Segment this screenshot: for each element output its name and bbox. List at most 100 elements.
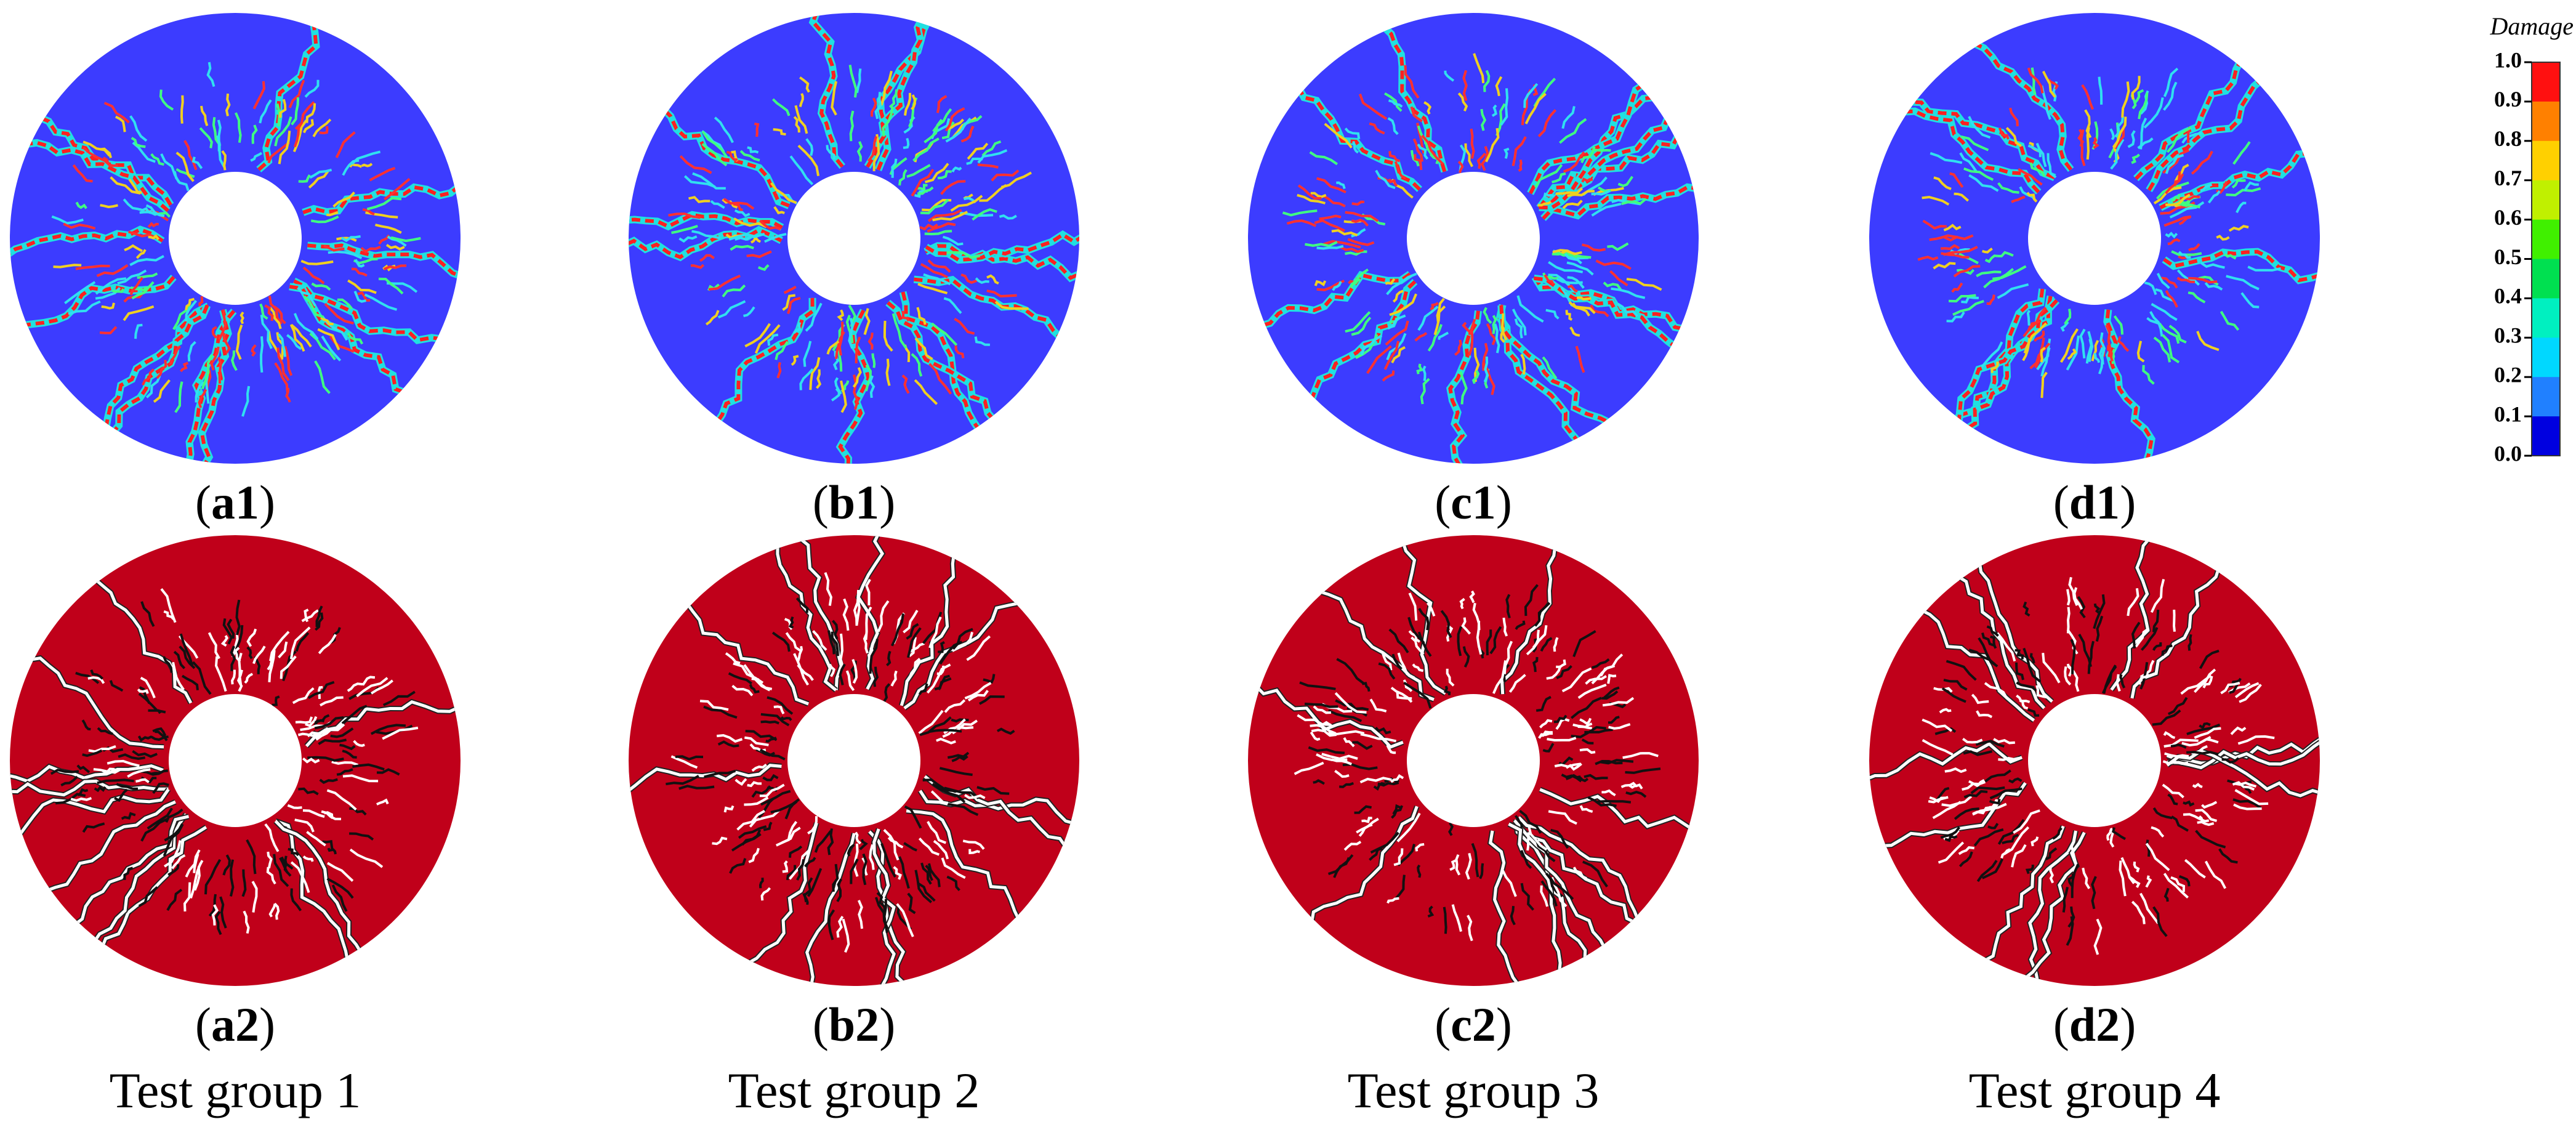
crack	[221, 150, 227, 171]
ring-panel	[629, 535, 1079, 986]
crack	[1443, 907, 1447, 934]
crack	[807, 816, 818, 834]
crack	[292, 119, 308, 153]
crack	[2151, 826, 2165, 838]
crack	[2202, 676, 2213, 689]
crack	[2081, 84, 2094, 110]
panel-label-part: (	[195, 475, 211, 529]
colorbar-segment	[2532, 298, 2560, 338]
crack	[201, 354, 214, 390]
crack	[1973, 828, 2004, 847]
crack	[1331, 758, 1352, 765]
crack	[1568, 301, 1596, 315]
crack	[1384, 92, 1403, 112]
crack	[2139, 892, 2159, 924]
crack	[1294, 761, 1324, 775]
crack	[789, 155, 814, 185]
crack	[1548, 876, 1574, 900]
crack	[2165, 193, 2191, 206]
crack	[314, 716, 344, 730]
crack	[2029, 653, 2035, 664]
crack	[1539, 95, 1657, 210]
crack	[1955, 573, 2046, 709]
crack	[2239, 684, 2262, 703]
crack	[2188, 243, 2200, 252]
crack	[2163, 887, 2170, 902]
crack	[743, 664, 771, 692]
crack	[118, 753, 146, 761]
crack	[898, 169, 908, 186]
crack	[218, 309, 227, 340]
crack	[733, 662, 764, 684]
crack	[2142, 365, 2155, 385]
crack	[1962, 737, 1983, 744]
crack	[914, 337, 933, 360]
crack	[804, 857, 816, 868]
crack	[260, 336, 264, 373]
crack	[351, 150, 381, 165]
crack	[172, 301, 192, 330]
crack	[871, 97, 877, 117]
crack	[318, 738, 347, 745]
crack	[816, 369, 822, 389]
crack	[1577, 684, 1607, 699]
crack	[353, 291, 366, 303]
crack	[140, 676, 156, 698]
crack	[945, 118, 972, 143]
crack	[831, 387, 840, 402]
panel-label-part: b2	[829, 998, 879, 1051]
panel-label: (d2)	[2053, 998, 2136, 1051]
crack	[2136, 341, 2145, 363]
crack	[1508, 674, 1526, 693]
crack	[1601, 789, 1616, 797]
crack	[2165, 290, 2178, 308]
crack	[1414, 154, 1423, 171]
crack	[1394, 161, 1407, 179]
crack	[797, 144, 820, 177]
crack	[2113, 315, 2123, 335]
crack	[966, 157, 983, 165]
crack	[1000, 171, 1032, 188]
crack	[1485, 127, 1500, 163]
crack	[2086, 127, 2090, 160]
crack	[1387, 117, 1399, 135]
crack	[2156, 273, 2170, 289]
crack	[1959, 152, 1978, 173]
crack	[1968, 116, 1991, 139]
crack	[683, 175, 715, 188]
crack	[1310, 724, 1337, 735]
crack	[15, 788, 170, 839]
crack	[925, 232, 1079, 262]
crack	[739, 150, 760, 162]
crack	[1373, 782, 1385, 791]
crack	[2066, 607, 2071, 634]
crack	[307, 243, 461, 279]
crack	[2145, 875, 2152, 888]
crack	[2079, 328, 2086, 359]
crack	[1462, 70, 1468, 101]
crack	[2192, 783, 2203, 788]
crack	[2002, 833, 2019, 844]
crack	[908, 658, 921, 679]
crack	[1457, 626, 1463, 656]
crack	[1617, 176, 1633, 187]
crack	[288, 847, 299, 857]
crack	[252, 645, 266, 664]
crack	[286, 334, 302, 350]
crack	[1607, 674, 1617, 684]
crack	[712, 836, 728, 846]
crack	[315, 612, 324, 631]
crack	[150, 153, 164, 166]
crack	[749, 684, 760, 694]
colorbar-label: 0.5	[2494, 244, 2522, 269]
crack	[1540, 880, 1558, 907]
crack	[974, 336, 990, 346]
crack	[1500, 88, 1509, 126]
crack	[1322, 194, 1346, 208]
crack	[852, 367, 862, 388]
crack	[1366, 345, 1392, 374]
crack	[1582, 860, 1608, 887]
crack	[1381, 24, 1447, 172]
crack	[849, 110, 855, 142]
crack	[773, 128, 786, 136]
